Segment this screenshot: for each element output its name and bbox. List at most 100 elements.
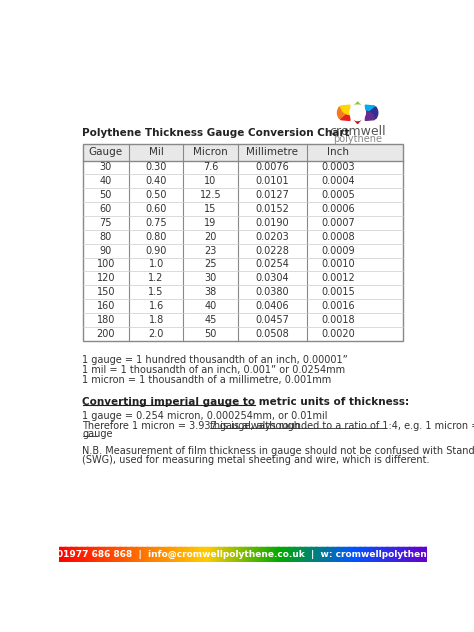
- Bar: [319, 547, 320, 562]
- Bar: [359, 547, 361, 562]
- Bar: [219, 547, 220, 562]
- Text: 100: 100: [97, 260, 115, 269]
- Bar: [414, 547, 416, 562]
- Bar: [93, 547, 95, 562]
- Bar: [389, 547, 390, 562]
- Bar: [90, 547, 91, 562]
- Wedge shape: [365, 105, 374, 114]
- Text: 150: 150: [97, 287, 115, 297]
- Text: 0.0380: 0.0380: [255, 287, 289, 297]
- Text: 0.75: 0.75: [146, 218, 167, 228]
- Bar: [164, 547, 166, 562]
- Bar: [69, 547, 71, 562]
- Bar: [347, 547, 348, 562]
- Bar: [299, 547, 301, 562]
- Bar: [99, 547, 100, 562]
- Text: 0.0203: 0.0203: [255, 232, 289, 242]
- Bar: [365, 547, 367, 562]
- Bar: [281, 547, 283, 562]
- Bar: [400, 547, 401, 562]
- Bar: [309, 547, 310, 562]
- Bar: [87, 547, 89, 562]
- Bar: [353, 547, 355, 562]
- Bar: [225, 547, 226, 562]
- Bar: [223, 547, 225, 562]
- Text: 80: 80: [100, 232, 112, 242]
- Bar: [422, 547, 423, 562]
- Bar: [66, 547, 68, 562]
- Bar: [150, 547, 152, 562]
- Bar: [425, 547, 427, 562]
- Bar: [346, 547, 347, 562]
- Wedge shape: [352, 114, 364, 124]
- Text: 0.0016: 0.0016: [321, 301, 355, 311]
- Bar: [217, 547, 219, 562]
- Bar: [311, 547, 313, 562]
- Bar: [375, 547, 377, 562]
- Bar: [78, 547, 79, 562]
- Text: 45: 45: [204, 315, 217, 325]
- Bar: [243, 547, 245, 562]
- Bar: [369, 547, 371, 562]
- Wedge shape: [365, 111, 374, 121]
- Bar: [139, 547, 140, 562]
- Bar: [254, 547, 255, 562]
- Text: 1.5: 1.5: [148, 287, 164, 297]
- Bar: [304, 547, 306, 562]
- Bar: [194, 547, 196, 562]
- Bar: [290, 547, 291, 562]
- Text: 0.90: 0.90: [146, 246, 167, 255]
- Text: 0.0254: 0.0254: [255, 260, 289, 269]
- Bar: [64, 547, 66, 562]
- Bar: [252, 547, 253, 562]
- Bar: [171, 547, 172, 562]
- Bar: [140, 547, 142, 562]
- Bar: [82, 143, 403, 161]
- Bar: [151, 547, 153, 562]
- Bar: [127, 547, 128, 562]
- Bar: [370, 547, 372, 562]
- Bar: [201, 547, 203, 562]
- Bar: [249, 547, 251, 562]
- Text: 90: 90: [100, 246, 112, 255]
- Bar: [386, 547, 388, 562]
- Bar: [396, 547, 398, 562]
- Bar: [196, 547, 198, 562]
- Bar: [200, 547, 201, 562]
- Bar: [174, 547, 176, 562]
- Bar: [418, 547, 419, 562]
- Bar: [253, 547, 255, 562]
- Text: 1 mil = 1 thousandth of an inch, 0.001” or 0.0254mm: 1 mil = 1 thousandth of an inch, 0.001” …: [82, 365, 346, 375]
- Bar: [273, 547, 275, 562]
- Bar: [338, 547, 340, 562]
- Bar: [270, 547, 272, 562]
- Wedge shape: [341, 111, 350, 121]
- Bar: [366, 547, 368, 562]
- Text: 40: 40: [100, 176, 112, 186]
- Bar: [160, 547, 161, 562]
- Bar: [213, 547, 215, 562]
- Bar: [317, 547, 318, 562]
- Text: 0.0127: 0.0127: [255, 190, 289, 200]
- Bar: [288, 547, 290, 562]
- Text: 180: 180: [97, 315, 115, 325]
- Bar: [381, 547, 383, 562]
- Text: polythene: polythene: [333, 133, 382, 143]
- Bar: [103, 547, 105, 562]
- Bar: [114, 547, 116, 562]
- Bar: [147, 547, 149, 562]
- Bar: [181, 547, 182, 562]
- Text: Converting imperial gauge to metric units of thickness:: Converting imperial gauge to metric unit…: [82, 397, 410, 407]
- Bar: [109, 547, 111, 562]
- Bar: [284, 547, 286, 562]
- Bar: [305, 547, 307, 562]
- Bar: [242, 547, 243, 562]
- Bar: [374, 547, 375, 562]
- Bar: [209, 547, 210, 562]
- Bar: [301, 547, 302, 562]
- Bar: [308, 547, 310, 562]
- Bar: [168, 547, 170, 562]
- Bar: [348, 547, 350, 562]
- Bar: [266, 547, 268, 562]
- Bar: [328, 547, 330, 562]
